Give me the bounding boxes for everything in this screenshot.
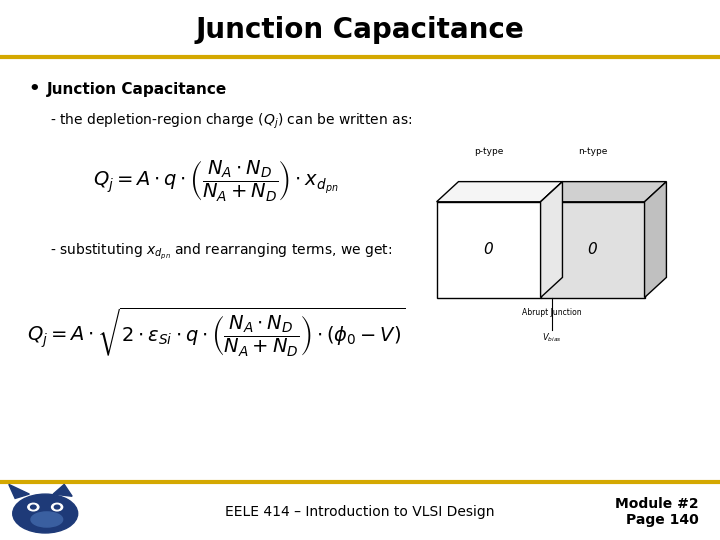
Circle shape xyxy=(54,505,60,509)
Text: Abrupt Junction: Abrupt Junction xyxy=(522,308,581,317)
Polygon shape xyxy=(541,181,667,202)
Text: 0: 0 xyxy=(588,242,598,257)
Circle shape xyxy=(28,503,39,511)
Bar xyxy=(541,202,644,298)
Polygon shape xyxy=(644,181,667,298)
Text: - substituting $x_{d_{pn}}$ and rearranging terms, we get:: - substituting $x_{d_{pn}}$ and rearrang… xyxy=(50,241,393,261)
Text: EELE 414 – Introduction to VLSI Design: EELE 414 – Introduction to VLSI Design xyxy=(225,505,495,519)
Text: $V_{bias}$: $V_{bias}$ xyxy=(541,332,562,344)
Ellipse shape xyxy=(31,512,63,527)
Text: Module #2
Page 140: Module #2 Page 140 xyxy=(615,497,698,527)
Polygon shape xyxy=(436,181,562,202)
Text: 0: 0 xyxy=(484,242,493,257)
Circle shape xyxy=(52,503,63,511)
Text: n-type: n-type xyxy=(578,147,607,156)
Circle shape xyxy=(30,505,36,509)
Bar xyxy=(436,202,541,298)
Text: $Q_j = A \cdot \sqrt{2 \cdot \varepsilon_{Si} \cdot q \cdot \left(\dfrac{N_A \cd: $Q_j = A \cdot \sqrt{2 \cdot \varepsilon… xyxy=(27,306,405,359)
Text: - the depletion-region charge ($Q_j$) can be written as:: - the depletion-region charge ($Q_j$) ca… xyxy=(50,112,413,131)
Text: $Q_j = A \cdot q \cdot \left(\dfrac{N_A \cdot N_D}{N_A + N_D}\right) \cdot x_{d_: $Q_j = A \cdot q \cdot \left(\dfrac{N_A … xyxy=(93,158,339,204)
Polygon shape xyxy=(9,484,30,498)
Text: Junction Capacitance: Junction Capacitance xyxy=(47,82,227,97)
Polygon shape xyxy=(541,181,562,298)
Text: •: • xyxy=(29,80,40,98)
Text: Junction Capacitance: Junction Capacitance xyxy=(196,16,524,44)
Polygon shape xyxy=(53,484,72,496)
Text: p-type: p-type xyxy=(474,147,503,156)
Ellipse shape xyxy=(13,494,78,533)
